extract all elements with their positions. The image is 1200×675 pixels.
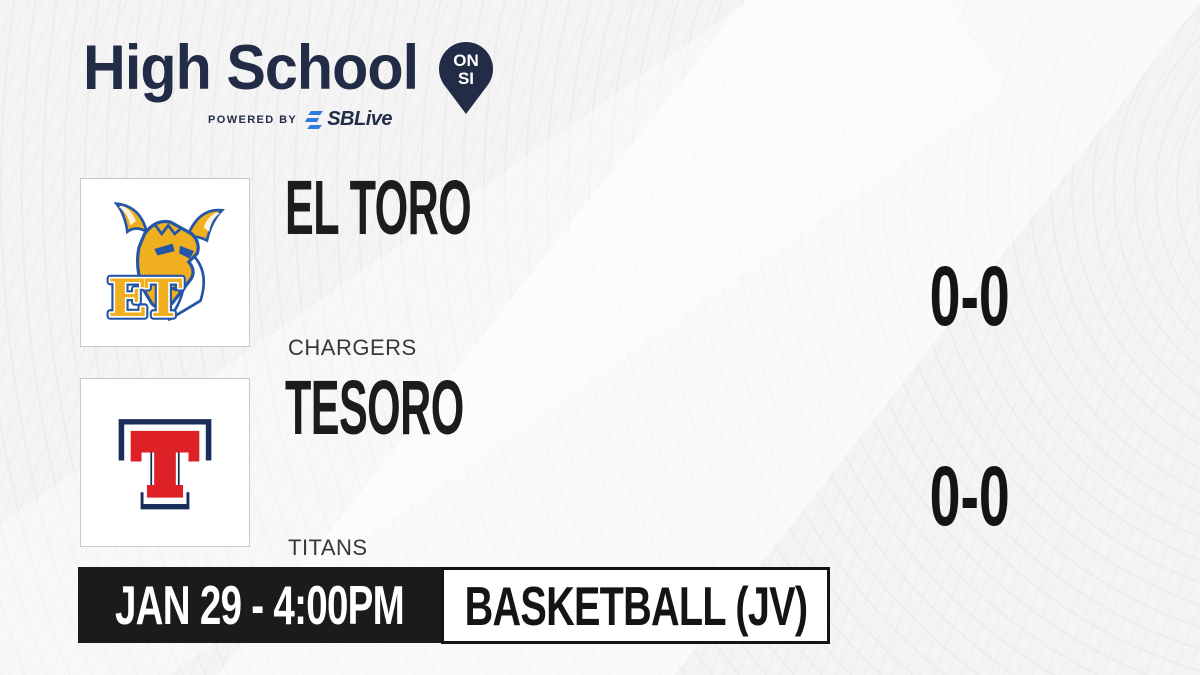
powered-by-row: POWERED BY SBLive (208, 108, 392, 131)
powered-by-label: POWERED BY (208, 113, 298, 126)
tesoro-block-t-logo-icon (118, 418, 212, 509)
pin-text-si: SI (458, 69, 474, 88)
game-datetime-banner: JAN 29 - 4:00PM (78, 567, 441, 643)
game-datetime: JAN 29 - 4:00PM (114, 574, 405, 636)
el-toro-monogram: ET (108, 267, 182, 328)
team1-record: 0-0 (929, 249, 1011, 343)
on-si-pin-icon: ON SI (439, 42, 493, 114)
brand-wordmark: High School (83, 32, 439, 104)
svg-text:ET: ET (108, 267, 182, 328)
team1-mascot: CHARGERS (288, 335, 417, 360)
tesoro-logo-box (80, 378, 250, 547)
team2-mascot: TITANS (288, 535, 368, 560)
sblive-logo: SBLive (304, 108, 392, 131)
sblive-wordmark: SBLive (327, 108, 392, 130)
pin-text-on: ON (453, 51, 479, 70)
brand-text: High School (83, 33, 419, 103)
team2-name: TESORO (285, 365, 464, 451)
game-event: BASKETBALL (JV) (464, 574, 807, 637)
team1-name: EL TORO (285, 165, 472, 251)
sblive-bolt-icon (305, 110, 324, 129)
el-toro-bull-logo-icon: ET ET ET (104, 201, 226, 332)
game-event-banner: BASKETBALL (JV) (441, 567, 830, 644)
team2-record: 0-0 (929, 449, 1011, 543)
el-toro-logo-box: ET ET ET (80, 178, 250, 347)
svg-text:ET: ET (108, 267, 182, 328)
